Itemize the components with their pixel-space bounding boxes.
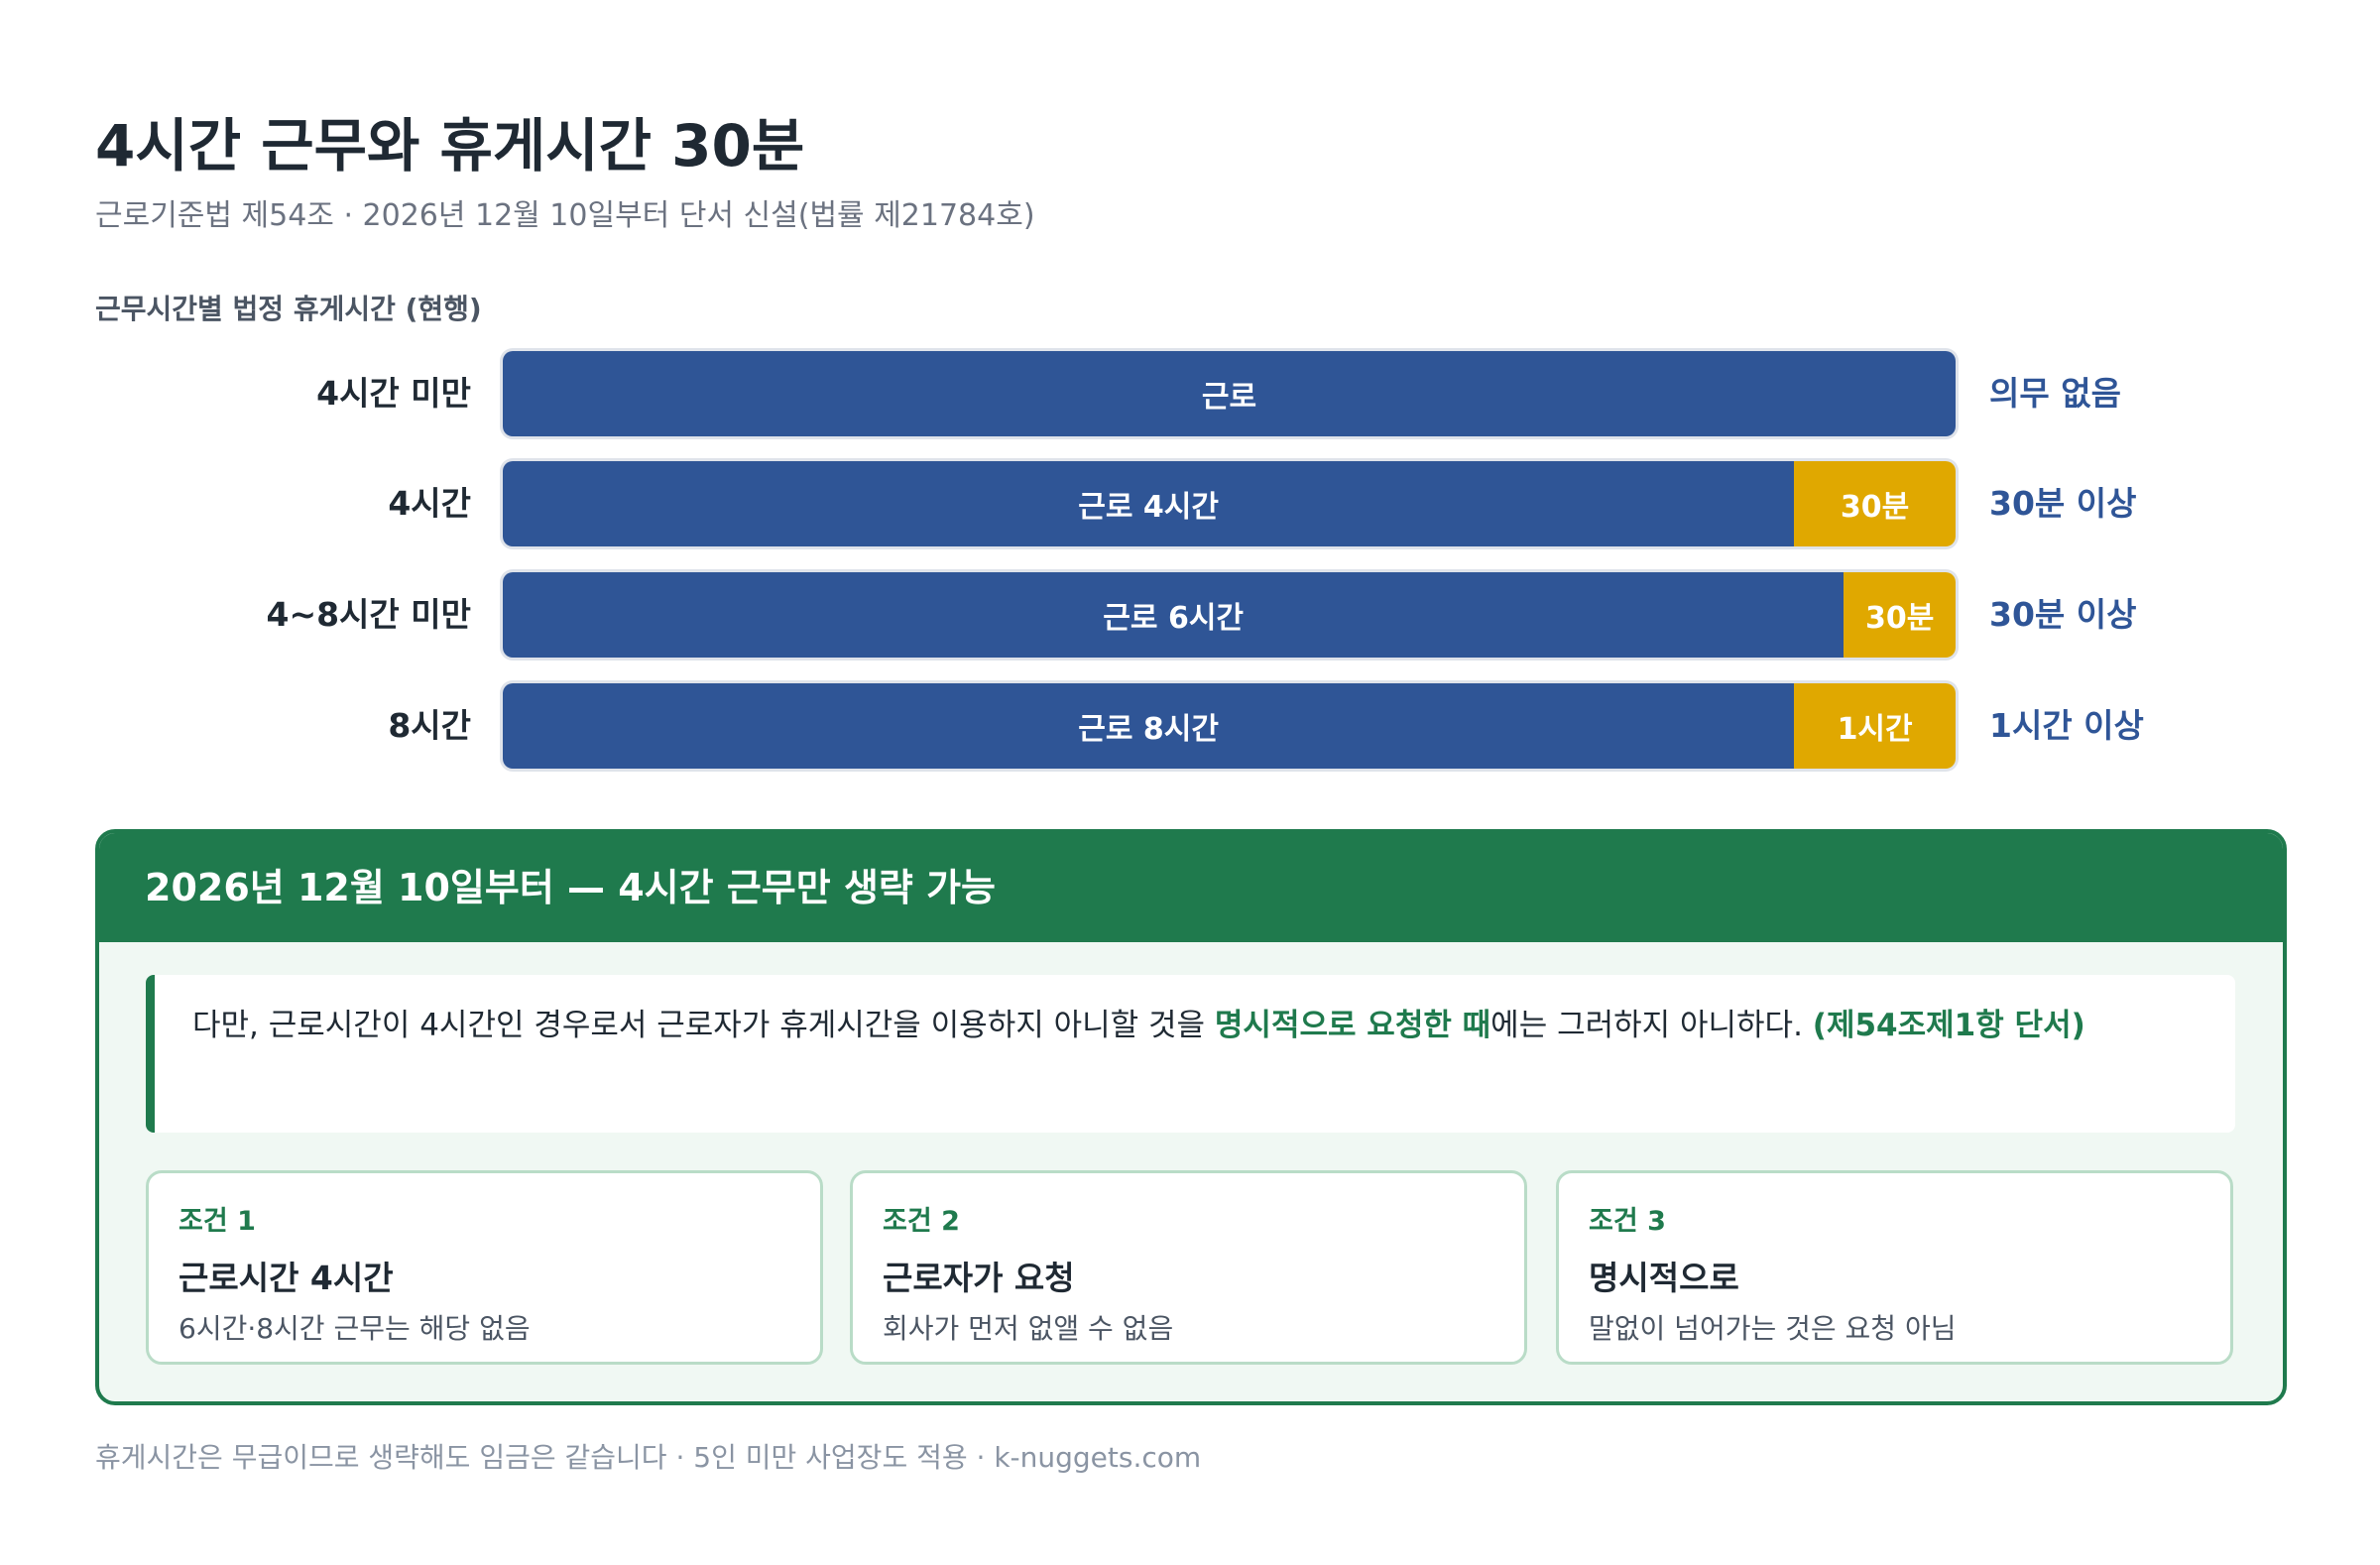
card-title: 명시적으로 xyxy=(1589,1259,1739,1297)
card-tag: 조건 3 xyxy=(1589,1206,1666,1237)
footer: 휴게시간은 무급이므로 생략해도 임금은 같습니다 · 5인 미만 사업장도 적… xyxy=(95,1441,1202,1474)
card-desc: 말없이 넘어가는 것은 요청 아님 xyxy=(1589,1312,1957,1345)
bar-segment: 근로 xyxy=(503,351,1956,436)
row-note: 30분 이상 xyxy=(1989,484,2137,523)
bar: 근로 6시간 30분 xyxy=(503,572,1956,658)
row-label: 8시간 xyxy=(388,706,471,745)
quote-part: (제54조제1항 단서) xyxy=(1812,1008,2085,1043)
card-title: 근로시간 4시간 xyxy=(178,1259,394,1297)
bar: 근로 8시간 1시간 xyxy=(503,683,1956,769)
card-title: 근로자가 요청 xyxy=(883,1259,1075,1297)
card-desc: 회사가 먼저 없앨 수 없음 xyxy=(883,1312,1174,1345)
row-note: 30분 이상 xyxy=(1989,595,2137,634)
quote-part: 명시적으로 요청한 때 xyxy=(1214,1008,1491,1043)
row-label: 4시간 xyxy=(388,484,471,523)
quote-part: 다만, 근로시간이 4시간인 경우로서 근로자가 휴게시간을 이용하지 아니할 … xyxy=(192,1008,1215,1043)
bar-segment: 근로 4시간 xyxy=(503,461,1795,546)
row-label: 4~8시간 미만 xyxy=(266,595,471,634)
bar-segment: 30분 xyxy=(1844,572,1956,658)
bar: 근로 4시간 30분 xyxy=(503,461,1956,546)
row-note: 1시간 이상 xyxy=(1989,706,2144,745)
card-tag: 조건 1 xyxy=(178,1206,256,1237)
row-label: 4시간 미만 xyxy=(316,374,471,413)
bar: 근로 xyxy=(503,351,1956,436)
quote: 다만, 근로시간이 4시간인 경우로서 근로자가 휴게시간을 이용하지 아니할 … xyxy=(146,975,2235,1133)
card-desc: 6시간·8시간 근무는 해당 없음 xyxy=(178,1312,531,1345)
condition-card: 조건 1 근로시간 4시간 6시간·8시간 근무는 해당 없음 xyxy=(146,1170,823,1365)
bar-segment: 근로 6시간 xyxy=(503,572,1844,658)
row-note: 의무 없음 xyxy=(1989,374,2121,413)
section-label: 근무시간별 법정 휴게시간 (현행) xyxy=(95,293,482,325)
bar-segment: 30분 xyxy=(1794,461,1956,546)
panel-title: 2026년 12월 10일부터 — 4시간 근무만 생략 가능 xyxy=(99,833,2283,942)
bar-segment: 근로 8시간 xyxy=(503,683,1795,769)
card-tag: 조건 2 xyxy=(883,1206,960,1237)
panel: 2026년 12월 10일부터 — 4시간 근무만 생략 가능 다만, 근로시간… xyxy=(95,829,2287,1405)
subtitle: 근로기준법 제54조 · 2026년 12월 10일부터 단서 신설(법률 제2… xyxy=(95,198,1035,233)
bar-segment: 1시간 xyxy=(1794,683,1956,769)
title: 4시간 근무와 휴게시간 30분 xyxy=(95,112,805,180)
quote-part: 에는 그러하지 아니하다. xyxy=(1490,1008,1813,1043)
